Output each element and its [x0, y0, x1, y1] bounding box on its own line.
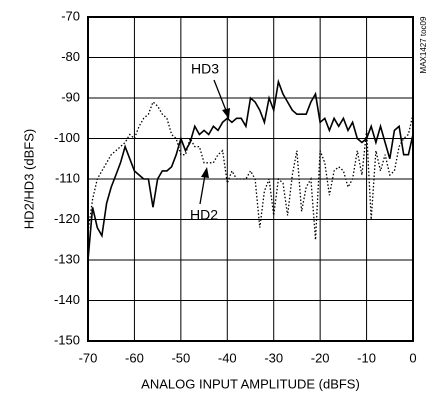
- arrowhead: [201, 167, 209, 178]
- annotation: HD2: [190, 207, 218, 223]
- y-tick-label: -90: [61, 89, 80, 104]
- arrow: [199, 174, 206, 205]
- y-tick-label: -70: [61, 8, 80, 23]
- x-tick-label: -30: [264, 350, 283, 365]
- y-tick-label: -80: [61, 49, 80, 64]
- x-axis-label: ANALOG INPUT AMPLITUDE (dBFS): [141, 376, 360, 391]
- arrowhead: [222, 108, 230, 119]
- y-tick-label: -150: [54, 332, 80, 347]
- y-tick-label: -130: [54, 251, 80, 266]
- arrow: [213, 79, 228, 114]
- side-note: MAX1427 toc09: [419, 16, 428, 73]
- x-tick-label: -70: [79, 350, 98, 365]
- x-tick-label: -10: [357, 350, 376, 365]
- x-tick-label: -50: [171, 350, 190, 365]
- series-line: [87, 78, 414, 261]
- y-tick-label: -140: [54, 292, 80, 307]
- y-tick-label: -100: [54, 130, 80, 145]
- annotation: HD3: [191, 61, 219, 77]
- x-tick-label: -60: [125, 350, 144, 365]
- y-axis-label: HD2/HD3 (dBFS): [21, 129, 36, 229]
- y-tick-label: -110: [55, 170, 80, 185]
- y-tick-label: -120: [54, 211, 80, 226]
- x-tick-label: -20: [311, 350, 330, 365]
- x-tick-label: 0: [409, 350, 416, 365]
- plot-frame: [87, 16, 414, 342]
- x-tick-label: -40: [218, 350, 237, 365]
